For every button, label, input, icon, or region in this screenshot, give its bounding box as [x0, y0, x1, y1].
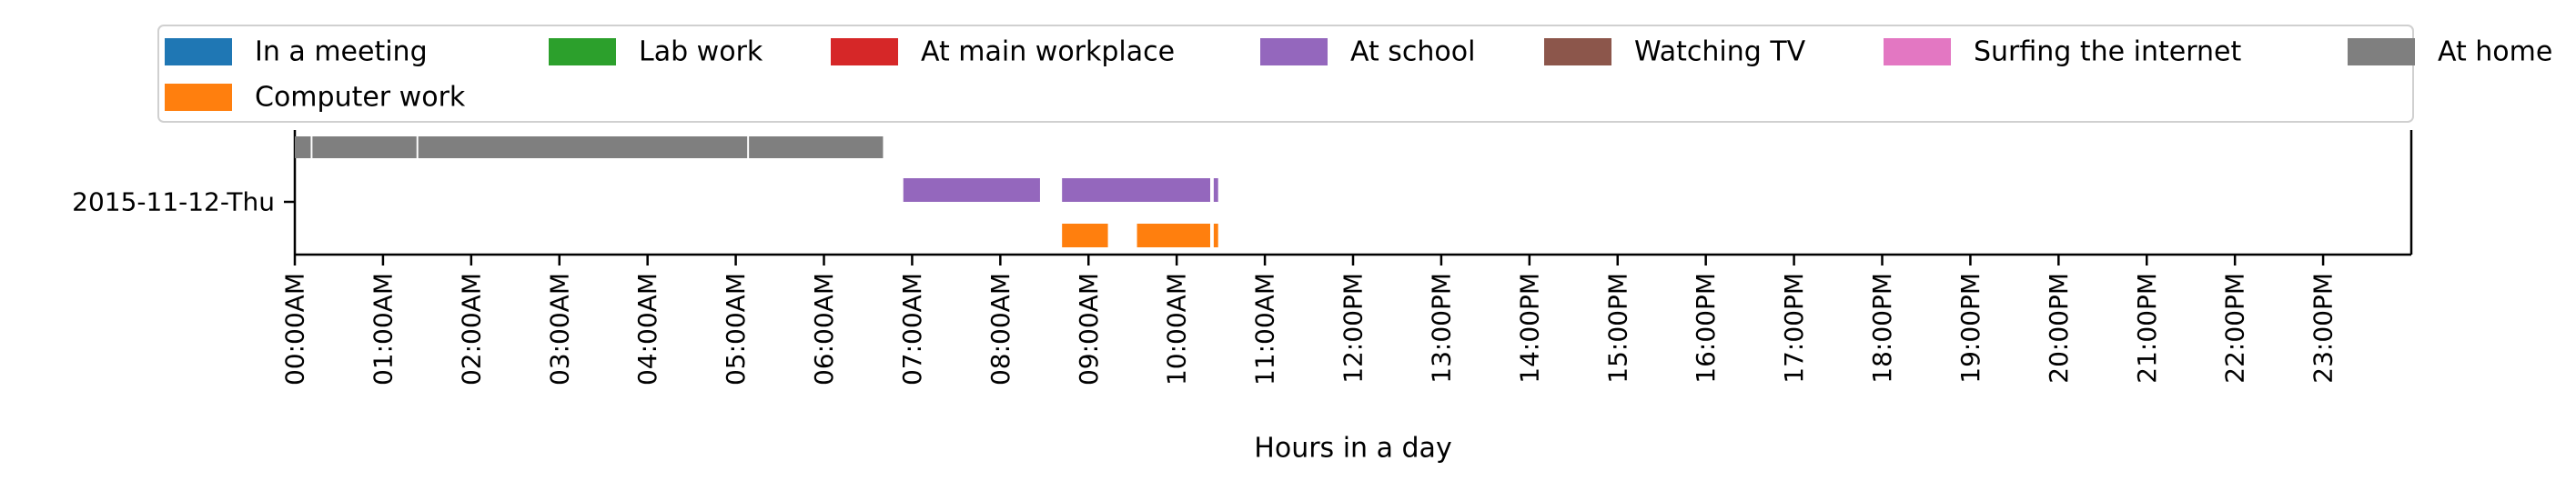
x-tick-label: 08:00AM: [985, 273, 1015, 386]
legend-item: At school: [1260, 36, 1475, 68]
at-school-bar: [1062, 178, 1210, 202]
x-tick-label: 12:00PM: [1339, 273, 1369, 384]
x-tick-label: 18:00PM: [1867, 273, 1897, 384]
x-tick-label: 01:00AM: [368, 273, 398, 386]
legend-label: Lab work: [639, 36, 763, 68]
legend: In a meeting Lab work At main workplace At …: [157, 25, 2552, 123]
computer-work-bar: [1213, 224, 1218, 247]
legend-box: [157, 25, 2414, 123]
legend-swatch: [2348, 38, 2415, 65]
legend-swatch: [1544, 38, 1611, 65]
legend-label: At school: [1350, 36, 1475, 68]
x-tick-label: 09:00AM: [1074, 273, 1104, 386]
legend-item: Surfing the internet: [1884, 36, 2241, 68]
legend-label: Watching TV: [1634, 36, 1806, 68]
x-tick-label: 14:00PM: [1514, 273, 1544, 384]
legend-label: At home: [2438, 36, 2552, 68]
at-home-bar: [749, 136, 884, 158]
x-tick-label: 13:00PM: [1426, 273, 1456, 384]
x-tick-label: 06:00AM: [809, 273, 839, 386]
at-school-bar: [1213, 178, 1218, 202]
legend-label: At main workplace: [921, 36, 1175, 68]
legend-label: Computer work: [255, 82, 466, 114]
x-axis-label: Hours in a day: [1254, 433, 1451, 465]
x-axis: 00:00AM 01:00AM 02:00AM 03:00AM 04:00AM 05:00…: [280, 255, 2339, 386]
activity-bars: [295, 136, 1218, 247]
computer-work-bar: [1136, 224, 1210, 247]
legend-swatch: [549, 38, 616, 65]
at-home-bar: [295, 136, 311, 158]
x-tick-label: 19:00PM: [1955, 273, 1985, 384]
x-tick-label: 15:00PM: [1602, 273, 1632, 384]
legend-swatch: [165, 84, 232, 111]
x-tick-label: 04:00AM: [632, 273, 662, 386]
x-tick-label: 05:00AM: [721, 273, 751, 386]
x-tick-label: 10:00AM: [1162, 273, 1192, 386]
legend-item: Computer work: [165, 82, 466, 114]
x-tick-label: 20:00PM: [2044, 273, 2074, 384]
legend-label: Surfing the internet: [1974, 36, 2241, 68]
x-tick-label: 22:00PM: [2220, 273, 2250, 384]
x-tick-label: 21:00PM: [2132, 273, 2162, 384]
x-tick-label: 17:00PM: [1779, 273, 1809, 384]
at-home-bar: [312, 136, 417, 158]
y-axis: 2015-11-12-Thu: [72, 187, 295, 217]
at-home-bar: [418, 136, 748, 158]
x-tick-label: 02:00AM: [456, 273, 486, 386]
legend-swatch: [165, 38, 232, 65]
computer-work-bar: [1062, 224, 1108, 247]
legend-swatch: [1260, 38, 1328, 65]
x-tick-label: 11:00AM: [1250, 273, 1280, 386]
legend-label: In a meeting: [255, 36, 428, 68]
legend-item: Watching TV: [1544, 36, 1806, 68]
legend-item: At home: [2348, 36, 2552, 68]
legend-item: At main workplace: [831, 36, 1175, 68]
legend-item: In a meeting: [165, 36, 428, 68]
legend-item: Lab work: [549, 36, 763, 68]
x-tick-label: 00:00AM: [280, 273, 310, 386]
x-tick-label: 07:00AM: [897, 273, 927, 386]
x-tick-label: 16:00PM: [1691, 273, 1721, 384]
at-school-bar: [903, 178, 1040, 202]
y-tick-label-day: 2015-11-12-Thu: [72, 187, 275, 217]
legend-swatch: [1884, 38, 1951, 65]
x-tick-label: 03:00AM: [544, 273, 574, 386]
legend-swatch: [831, 38, 898, 65]
x-tick-label: 23:00PM: [2308, 273, 2339, 384]
